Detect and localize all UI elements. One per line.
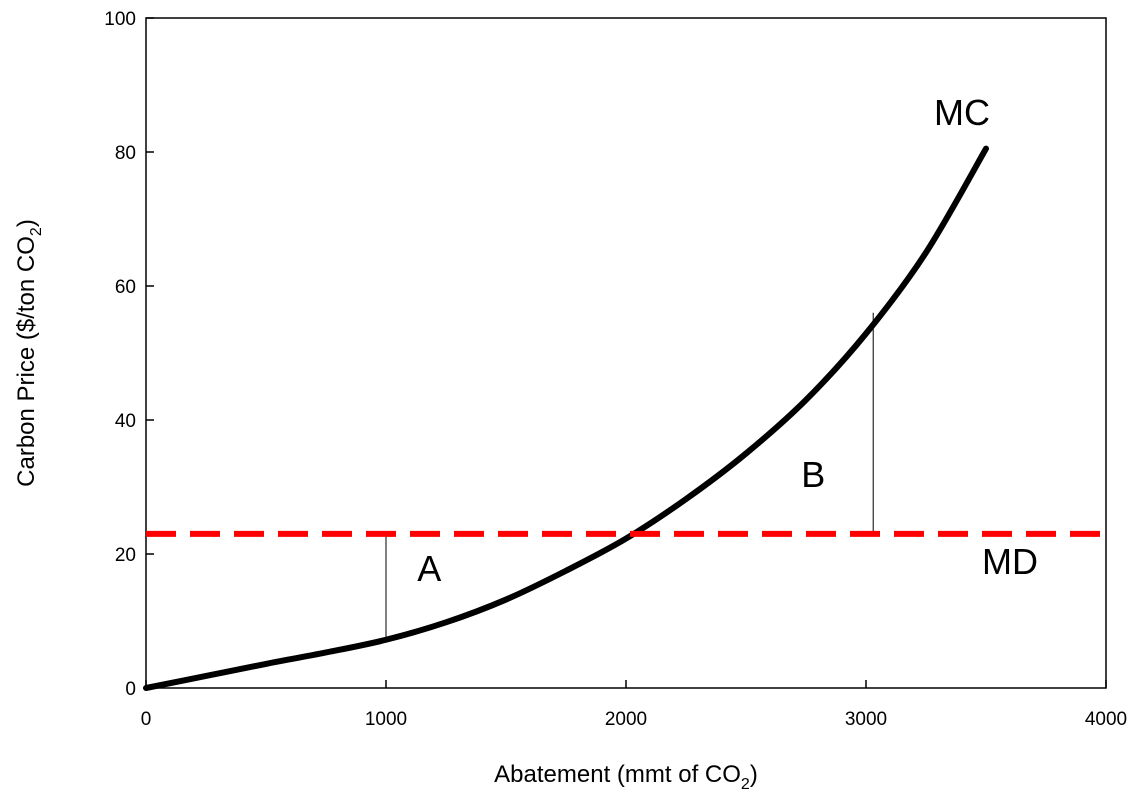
y-axis-ticks: 0 20 40 60 80 100	[104, 9, 154, 700]
annotation-md: MD	[982, 541, 1038, 582]
y-tick-label: 20	[115, 545, 136, 566]
x-axis-title: Abatement (mmt of CO2)	[494, 761, 758, 793]
x-tick-label: 3000	[845, 709, 887, 730]
annotation-a: A	[417, 548, 441, 589]
y-tick-label: 40	[115, 411, 136, 432]
x-tick-label: 1000	[365, 709, 407, 730]
series-group	[143, 145, 1106, 691]
x-tick-label: 4000	[1085, 709, 1127, 730]
annotation-mc: MC	[934, 92, 990, 133]
y-tick-label: 80	[115, 143, 136, 164]
reference-lines	[385, 312, 874, 640]
series-line-mc	[143, 145, 989, 691]
y-tick-label: 100	[104, 9, 136, 30]
annotations: MC MD A B	[417, 92, 1038, 589]
y-axis-title: Carbon Price ($/ton CO2)	[13, 219, 45, 487]
y-tick-label: 0	[125, 679, 136, 700]
y-tick-label: 60	[115, 277, 136, 298]
annotation-b: B	[801, 454, 825, 495]
x-axis-ticks: 0 1000 2000 3000 4000	[141, 680, 1127, 730]
x-tick-label: 0	[141, 709, 152, 730]
x-tick-label: 2000	[605, 709, 647, 730]
